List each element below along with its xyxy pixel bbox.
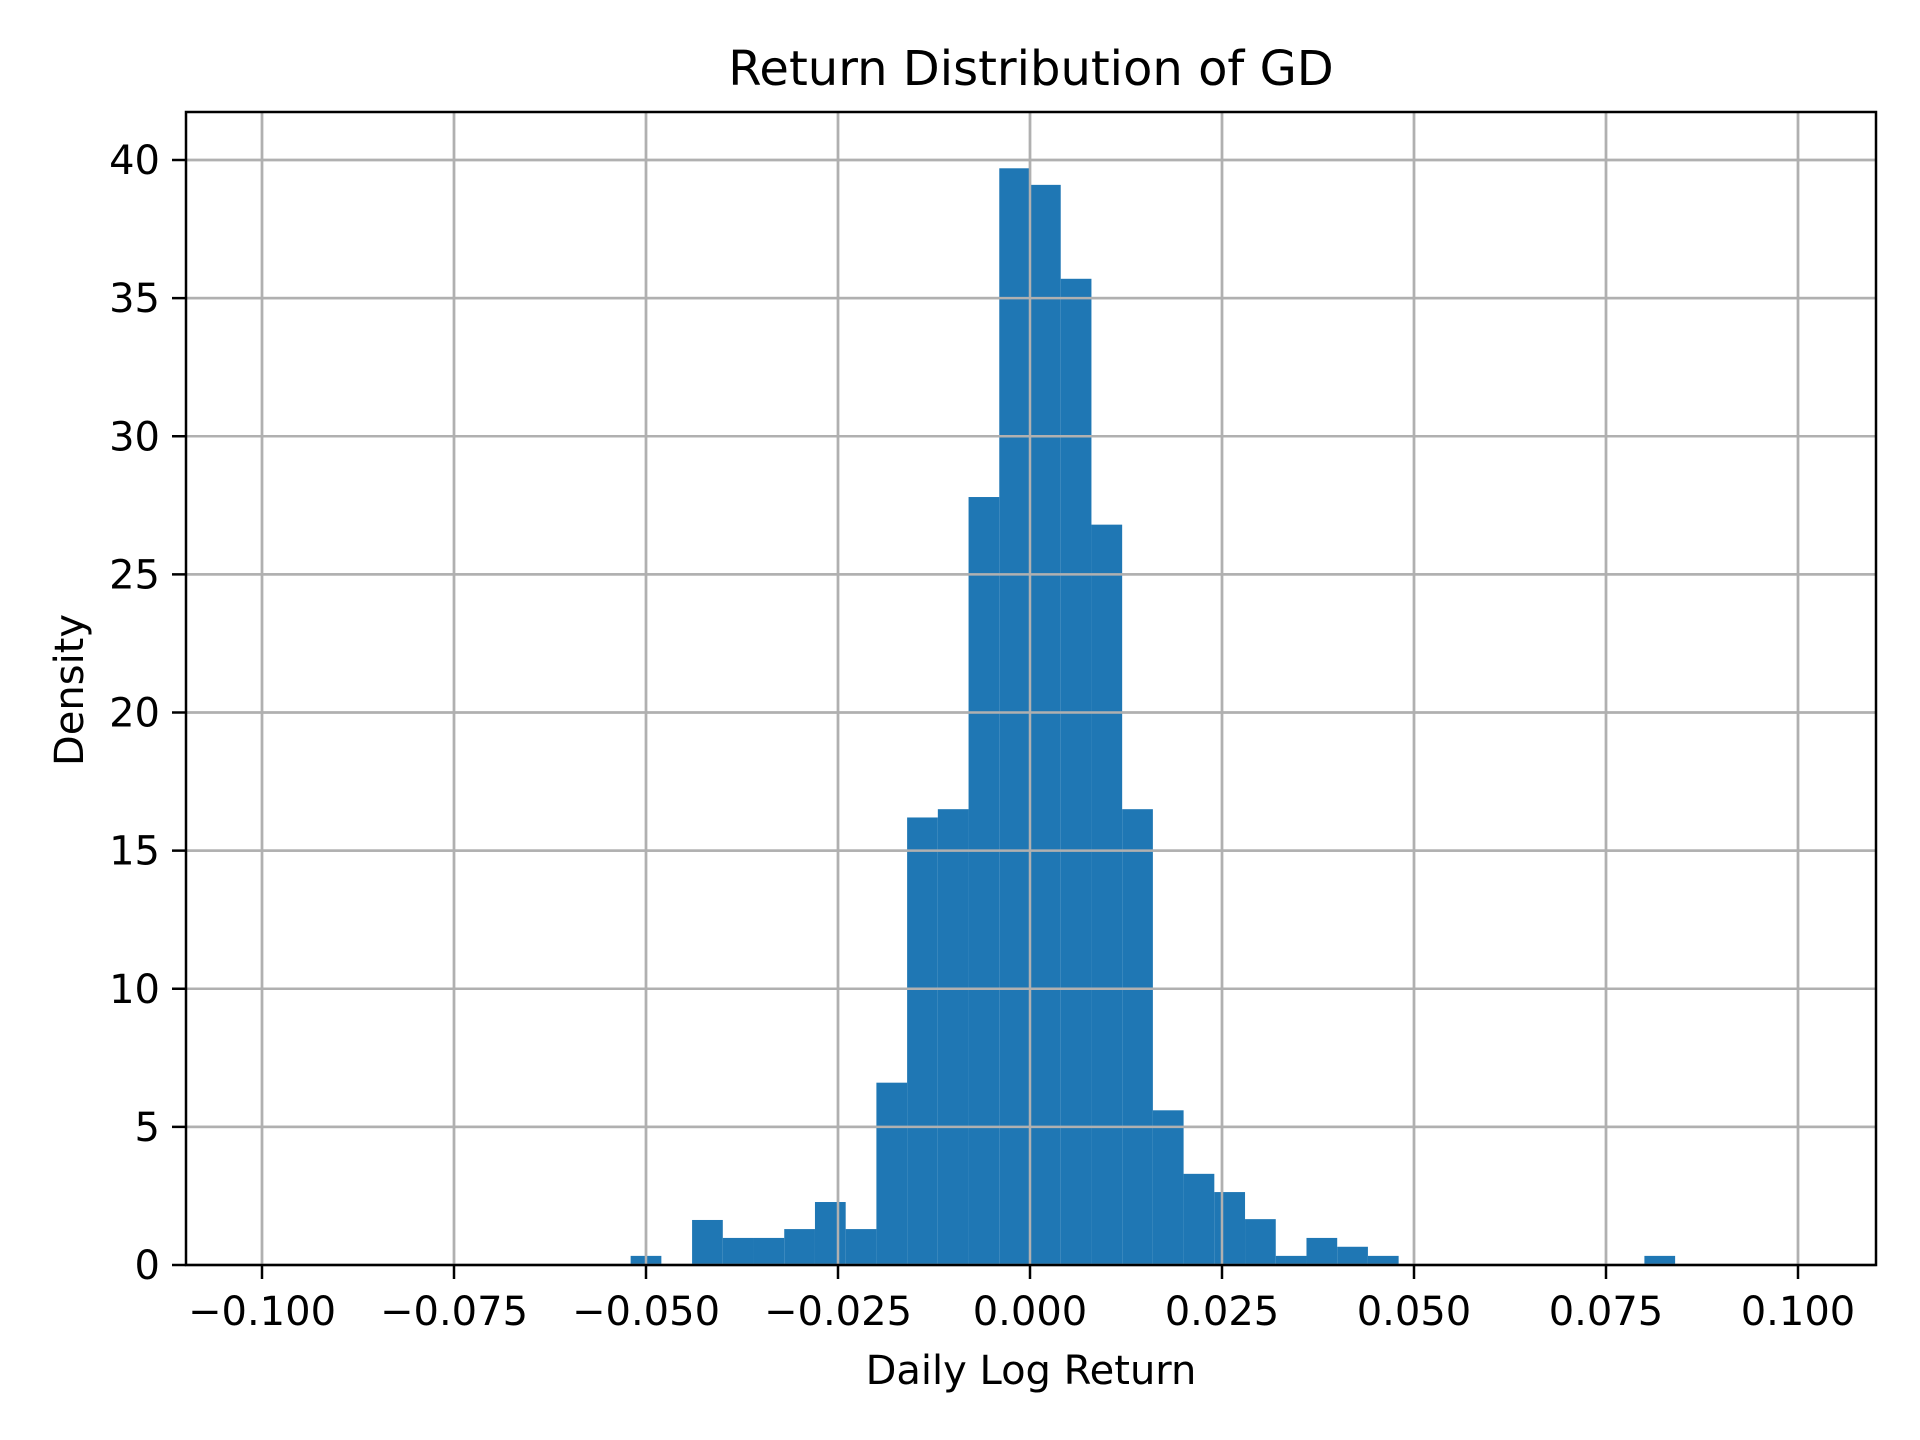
histogram-bar	[1183, 1173, 1215, 1265]
histogram-bar	[1091, 524, 1123, 1265]
histogram-bar	[968, 497, 1000, 1265]
histogram-bar	[784, 1229, 815, 1265]
histogram-bar	[753, 1237, 785, 1265]
histogram-bars	[630, 168, 1676, 1266]
y-tick-label: 5	[135, 1105, 160, 1151]
y-tick-label: 20	[109, 691, 160, 737]
y-axis-label: Density	[47, 614, 93, 766]
histogram-bar	[845, 1229, 877, 1265]
y-tick-label: 40	[109, 138, 160, 184]
x-tick-label: 0.050	[1357, 1289, 1472, 1335]
y-tick-label: 15	[109, 829, 160, 875]
y-tick-label: 30	[109, 414, 160, 460]
y-tick-label: 0	[135, 1243, 160, 1289]
histogram-bar	[937, 809, 969, 1265]
x-axis-ticks: −0.100 −0.075 −0.050 −0.025 0.000 0.025 0.050 0…	[188, 1265, 1855, 1335]
histogram-bar	[1245, 1219, 1276, 1265]
x-axis-label: Daily Log Return	[866, 1348, 1197, 1394]
histogram-bar	[692, 1219, 723, 1265]
histogram-bar	[1644, 1255, 1676, 1265]
y-tick-label: 10	[109, 967, 160, 1013]
histogram-bar	[1275, 1255, 1307, 1265]
histogram-bar	[1214, 1192, 1246, 1265]
x-tick-label: 0.100	[1741, 1289, 1856, 1335]
histogram-bar	[722, 1237, 754, 1265]
histogram-bar	[1060, 278, 1092, 1266]
x-tick-label: 0.000	[973, 1289, 1088, 1335]
histogram-bar	[876, 1082, 908, 1265]
histogram-bar	[1337, 1246, 1368, 1265]
y-tick-label: 35	[109, 276, 160, 322]
x-tick-label: −0.075	[380, 1289, 528, 1335]
y-axis-ticks: 0 5 10 15 20 25 30 35 40	[109, 138, 186, 1289]
histogram-bar	[814, 1202, 846, 1265]
histogram-bar	[1122, 809, 1153, 1265]
x-tick-label: 0.025	[1165, 1289, 1280, 1335]
y-tick-label: 25	[109, 552, 160, 598]
x-tick-label: −0.050	[572, 1289, 720, 1335]
x-tick-label: 0.075	[1549, 1289, 1664, 1335]
chart-title: Return Distribution of GD	[728, 41, 1334, 97]
histogram-bar	[907, 817, 938, 1265]
histogram-bar	[1030, 184, 1061, 1265]
histogram-bar	[1367, 1255, 1399, 1265]
histogram-bar	[999, 168, 1030, 1266]
x-tick-label: −0.100	[188, 1289, 336, 1335]
histogram-bar	[1152, 1110, 1184, 1265]
x-tick-label: −0.025	[764, 1289, 912, 1335]
histogram-bar	[1306, 1237, 1338, 1265]
